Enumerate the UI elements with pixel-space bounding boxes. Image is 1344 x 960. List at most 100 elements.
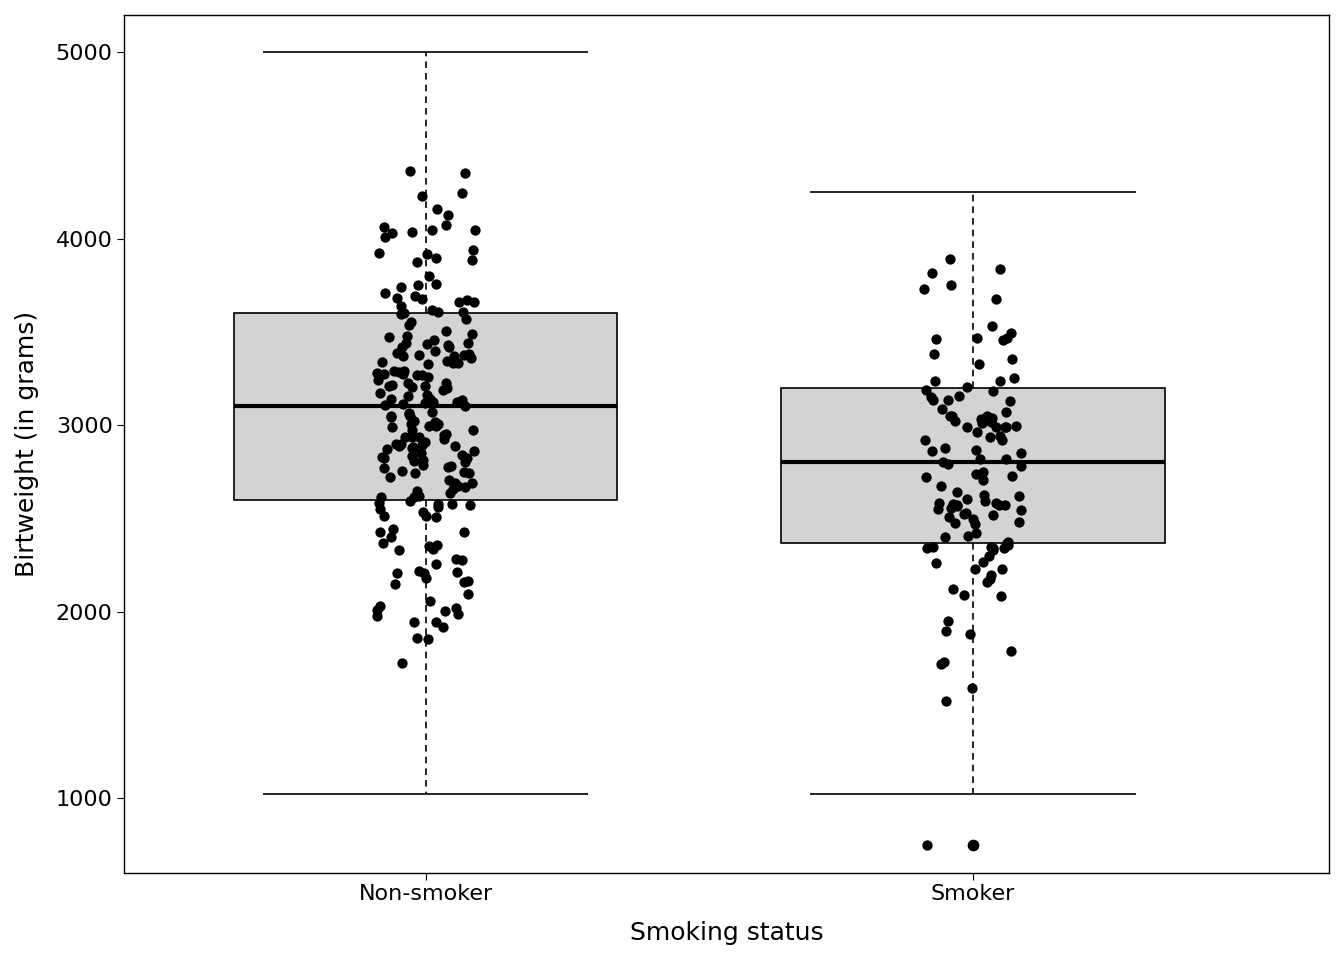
Point: [383, 521, 405, 537]
Point: [996, 420, 1017, 435]
Point: [922, 392, 943, 407]
Point: [395, 335, 417, 350]
Point: [403, 440, 425, 455]
Point: [392, 396, 414, 412]
Point: [450, 185, 472, 201]
Point: [969, 356, 991, 372]
Point: [972, 416, 993, 431]
Point: [375, 229, 396, 245]
Point: [915, 469, 937, 485]
Point: [401, 225, 422, 240]
Point: [437, 207, 458, 223]
Point: [414, 434, 435, 449]
Point: [366, 609, 387, 624]
Point: [427, 496, 449, 512]
Point: [931, 454, 953, 469]
Point: [941, 277, 962, 293]
Point: [434, 426, 456, 442]
Point: [411, 438, 433, 453]
Point: [999, 394, 1020, 409]
Point: [976, 575, 997, 590]
Point: [368, 525, 390, 540]
Point: [1001, 468, 1023, 484]
Point: [915, 382, 937, 397]
Point: [1004, 370, 1025, 385]
Point: [425, 418, 446, 433]
Point: [403, 489, 425, 504]
Point: [956, 505, 977, 520]
Point: [411, 291, 433, 306]
Point: [974, 492, 996, 508]
Point: [445, 439, 466, 454]
Point: [972, 472, 993, 488]
Point: [966, 424, 988, 440]
Point: [939, 500, 961, 516]
Point: [446, 551, 468, 566]
Point: [922, 444, 943, 459]
Point: [411, 368, 433, 383]
Point: [423, 333, 445, 348]
Point: [406, 253, 427, 269]
Point: [399, 493, 421, 509]
Point: [422, 394, 444, 409]
Point: [391, 306, 413, 322]
Point: [997, 535, 1019, 550]
Point: [942, 496, 964, 512]
Point: [444, 348, 465, 364]
Point: [386, 290, 407, 305]
Point: [380, 391, 402, 406]
Point: [930, 657, 952, 672]
Point: [452, 393, 473, 408]
Point: [956, 379, 977, 395]
Point: [978, 548, 1000, 564]
Bar: [234, 313, 617, 500]
Point: [395, 328, 417, 344]
Point: [437, 353, 458, 369]
Point: [442, 355, 464, 371]
Point: [985, 495, 1007, 511]
Point: [943, 516, 965, 531]
Point: [427, 499, 449, 515]
Point: [394, 429, 415, 444]
Point: [923, 373, 945, 389]
Point: [464, 223, 485, 238]
Point: [433, 431, 454, 446]
Point: [425, 250, 446, 265]
Point: [367, 372, 388, 388]
Point: [390, 279, 411, 295]
Point: [386, 565, 407, 581]
Point: [989, 372, 1011, 388]
Point: [935, 624, 957, 639]
Point: [989, 428, 1011, 444]
Point: [426, 538, 448, 553]
Point: [374, 460, 395, 475]
Point: [457, 587, 478, 602]
Point: [406, 368, 427, 383]
Point: [391, 464, 413, 479]
Point: [972, 465, 993, 480]
Point: [418, 268, 439, 283]
Point: [458, 465, 480, 480]
Point: [457, 573, 478, 588]
Point: [403, 614, 425, 630]
Point: [1008, 515, 1030, 530]
Point: [382, 419, 403, 434]
Point: [396, 375, 418, 391]
Point: [402, 448, 423, 464]
Point: [372, 219, 394, 234]
Point: [982, 507, 1004, 522]
Point: [454, 454, 476, 469]
Point: [371, 449, 392, 465]
Bar: [781, 388, 1165, 542]
Point: [406, 630, 427, 645]
Point: [980, 415, 1001, 430]
Point: [996, 330, 1017, 346]
Point: [931, 401, 953, 417]
Point: [426, 202, 448, 217]
Point: [403, 453, 425, 468]
Point: [392, 348, 414, 364]
Point: [382, 377, 403, 393]
Point: [435, 324, 457, 339]
Point: [452, 447, 473, 463]
Point: [962, 512, 984, 527]
